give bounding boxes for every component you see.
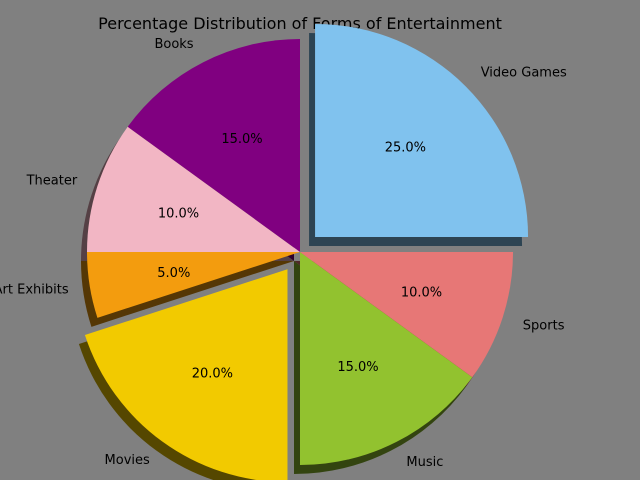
slice-label-video-games: Video Games: [481, 65, 567, 80]
slice-labels: Books 15.0% Theater 10.0% Art Exhibits 5.0% Mo…: [0, 37, 567, 470]
slice-percent-sports: 10.0%: [401, 286, 442, 301]
slice-books: [127, 38, 301, 252]
slice-label-art-exhibits: Art Exhibits: [0, 283, 69, 298]
chart-title: Percentage Distribution of Forms of Ente…: [98, 14, 502, 33]
slice-percent-movies: 20.0%: [192, 367, 233, 382]
slice-percent-video-games: 25.0%: [385, 141, 426, 156]
slice-percent-theater: 10.0%: [158, 207, 199, 222]
slice-music: [300, 252, 473, 465]
slice-sports: [300, 252, 513, 378]
slice-percent-music: 15.0%: [337, 360, 378, 375]
slice-label-music: Music: [406, 455, 443, 470]
slice-label-books: Books: [154, 37, 193, 52]
slice-video-games: [315, 23, 529, 237]
slice-art-exhibits: [87, 252, 300, 318]
slice-percent-art-exhibits: 5.0%: [157, 266, 190, 281]
slice-percent-books: 15.0%: [221, 132, 262, 147]
slice-label-theater: Theater: [26, 174, 78, 189]
slice-label-movies: Movies: [105, 453, 150, 468]
slices: [84, 23, 529, 480]
slice-theater: [87, 126, 300, 252]
slice-label-sports: Sports: [523, 318, 565, 333]
slice-movies: [84, 269, 288, 480]
